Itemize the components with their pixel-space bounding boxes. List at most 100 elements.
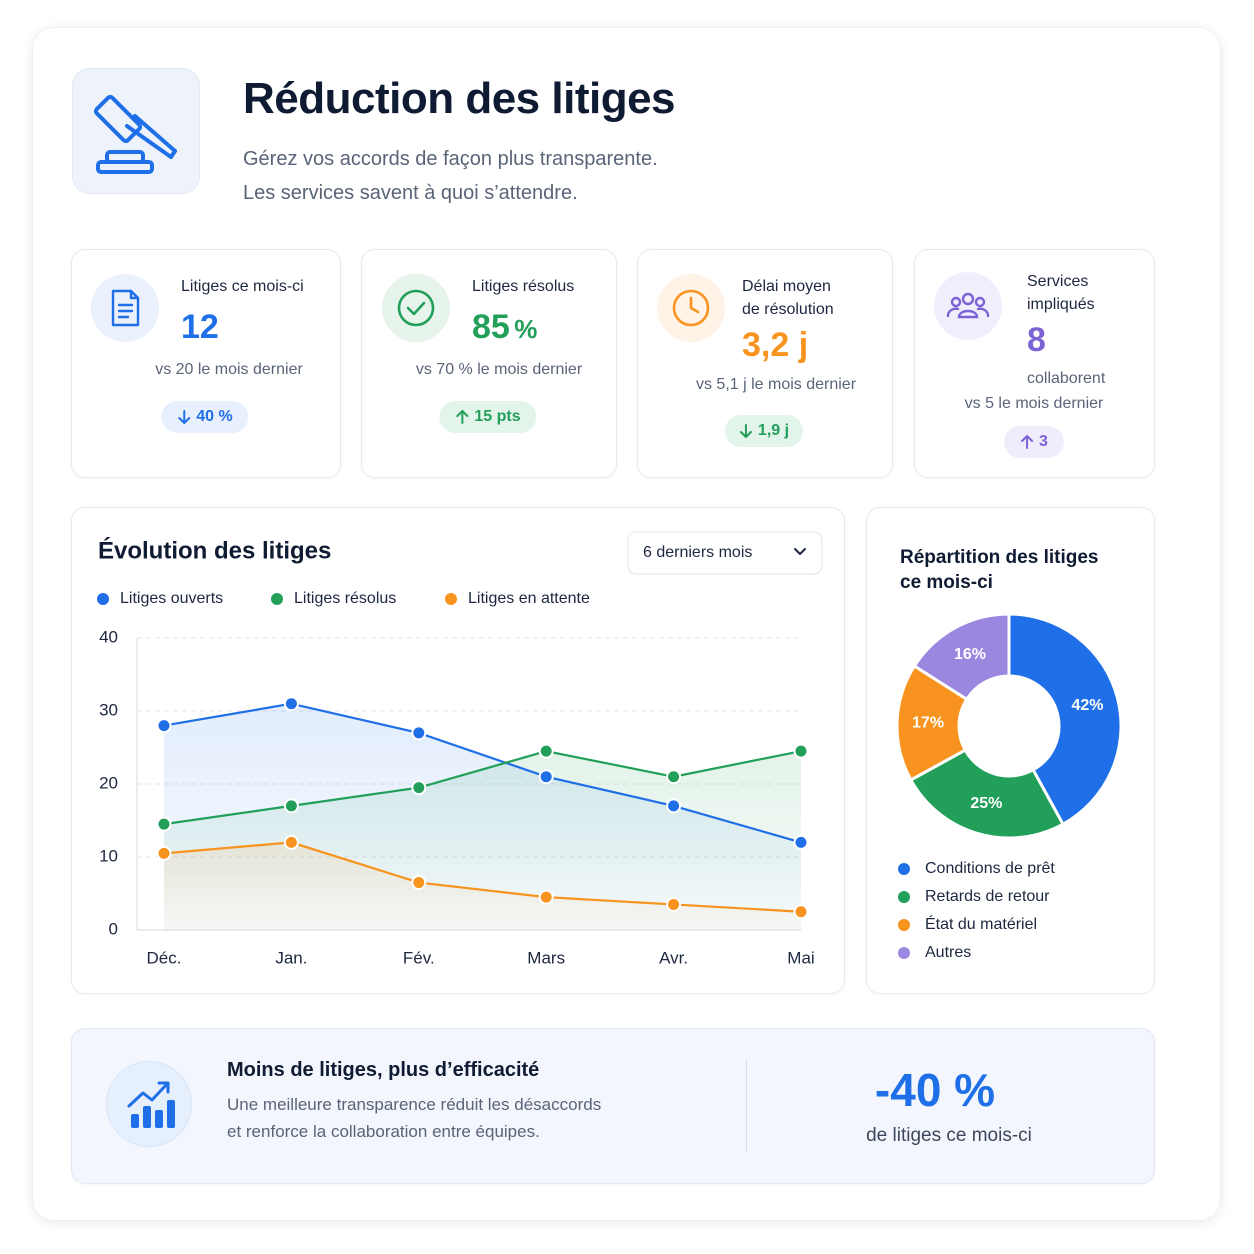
subtitle-line: Les services savent à quoi s’attendre.	[243, 182, 578, 204]
kpi-delta-badge: 1,9 j	[724, 415, 804, 447]
x-tick-label: Mars	[527, 948, 565, 967]
series-area	[164, 842, 801, 930]
summary-banner: Moins de litiges, plus d’efficacité Une …	[71, 1028, 1155, 1184]
data-point	[538, 769, 554, 785]
kpi-unit: %	[514, 314, 538, 344]
donut-chart-card: Répartition des litiges ce mois-ci 42% 25…	[866, 507, 1155, 994]
kpi-delta: 15 pts	[474, 408, 521, 425]
data-point	[283, 798, 299, 814]
legend-label: Retards de retour	[925, 888, 1050, 905]
banner-text: Une meilleure transparence réduit les dé…	[227, 1095, 602, 1114]
arrow-down	[739, 424, 752, 438]
series-line	[163, 750, 802, 826]
x-tick-label: Fév.	[403, 948, 435, 967]
chart-title: Répartition des litiges ce mois-ci	[900, 547, 1099, 593]
clock-icon	[672, 289, 710, 327]
legend-swatch	[271, 593, 283, 605]
donut-segment	[912, 612, 1011, 702]
kpi-delta-badge: 3	[1004, 426, 1064, 458]
legend-label: Litiges résolus	[294, 590, 396, 607]
banner-title: Moins de litiges, plus d’efficacité	[227, 1059, 540, 1081]
kpi-label: Litiges résolus	[472, 278, 575, 295]
donut-segment	[908, 748, 1065, 840]
data-point	[156, 718, 172, 734]
period-dropdown[interactable]: 6 derniers mois	[627, 531, 823, 575]
y-tick-label: 0	[109, 919, 118, 938]
kpi-icon	[91, 274, 159, 342]
donut-chart: 42% 25% 17% 16% Conditions de prêt Retards de…	[895, 612, 1123, 961]
y-tick-label: 20	[99, 773, 118, 792]
line-chart-card: Évolution des litiges 6 derniers mois 0 1…	[71, 507, 845, 994]
data-point	[793, 834, 809, 850]
kpi-label: Délai moyen	[742, 278, 831, 295]
kpi-comparison: vs 20 le mois dernier	[155, 361, 303, 378]
legend-swatch	[97, 593, 109, 605]
kpi-delta: 40 %	[196, 408, 233, 425]
data-point	[793, 904, 809, 920]
subtitle-line: Gérez vos accords de façon plus transpar…	[243, 148, 658, 170]
arrow-down	[178, 410, 191, 424]
kpi-delta-badge: 40 %	[161, 401, 249, 433]
dropdown-box[interactable]	[627, 531, 823, 575]
kpi-label: impliqués	[1027, 296, 1095, 313]
kpi-delta: 1,9 j	[757, 422, 790, 439]
donut-segment	[1007, 612, 1123, 827]
kpi-comparison: vs 70 % le mois dernier	[415, 361, 583, 378]
legend-swatch	[445, 593, 457, 605]
segment-label: 16%	[954, 646, 986, 663]
x-tick-label: Avr.	[659, 948, 688, 967]
kpi-value: 8	[1027, 321, 1046, 359]
legend-label: Litiges en attente	[468, 590, 590, 607]
kpi-value: 3,2 j	[742, 326, 809, 364]
x-tick-label: Déc.	[147, 948, 182, 967]
x-tick-label: Jan.	[275, 948, 307, 967]
arrow-up	[456, 410, 469, 424]
data-point	[793, 743, 809, 759]
kpi-label: Litiges ce mois-ci	[181, 278, 304, 295]
legend-swatch	[898, 919, 910, 931]
kpi-icon	[382, 274, 450, 342]
header-icon-box	[72, 68, 200, 194]
divider	[746, 1060, 747, 1152]
arrow-up	[1021, 435, 1034, 449]
kpi-icon	[934, 272, 1002, 340]
kpi-delta: 3	[1039, 433, 1048, 450]
page-title: Réduction des litiges	[243, 74, 676, 123]
segment-label: 17%	[912, 715, 944, 732]
data-point	[411, 875, 427, 891]
segment-label: 42%	[1071, 697, 1103, 714]
y-tick-label: 30	[99, 700, 118, 719]
dropdown-chevron[interactable]	[794, 548, 806, 555]
kpi-comparison: vs 5 le mois dernier	[964, 395, 1104, 412]
growth-icon	[127, 1081, 175, 1128]
data-point	[156, 845, 172, 861]
line-chart: Évolution des litiges 6 derniers mois 0 1…	[97, 531, 823, 967]
team-icon	[946, 292, 990, 319]
legend-swatch	[898, 863, 910, 875]
data-point	[538, 743, 554, 759]
kpi-comparison: vs 5,1 j le mois dernier	[695, 376, 857, 393]
kpi-icon	[657, 274, 725, 342]
segment-label: 25%	[970, 795, 1002, 812]
document-icon	[111, 289, 140, 327]
kpi-value: 85	[472, 308, 510, 346]
series-line	[163, 841, 802, 913]
data-point	[283, 696, 299, 712]
legend-label: État du matériel	[925, 914, 1037, 933]
data-point	[666, 769, 682, 785]
legend-label: Conditions de prêt	[925, 860, 1055, 877]
dropdown-label[interactable]: 6 derniers mois	[643, 544, 752, 561]
legend-label: Autres	[925, 944, 971, 961]
series-line	[163, 702, 802, 844]
kpi-delta-badge: 15 pts	[439, 401, 537, 433]
check-icon	[397, 289, 435, 327]
gavel-icon	[93, 94, 177, 174]
banner-icon	[106, 1061, 192, 1147]
kpi-label: Services	[1027, 273, 1089, 290]
data-point	[411, 780, 427, 796]
kpi-value: 12	[181, 308, 219, 346]
legend-label: Litiges ouverts	[120, 590, 223, 607]
legend-swatch	[898, 891, 910, 903]
data-point	[666, 896, 682, 912]
